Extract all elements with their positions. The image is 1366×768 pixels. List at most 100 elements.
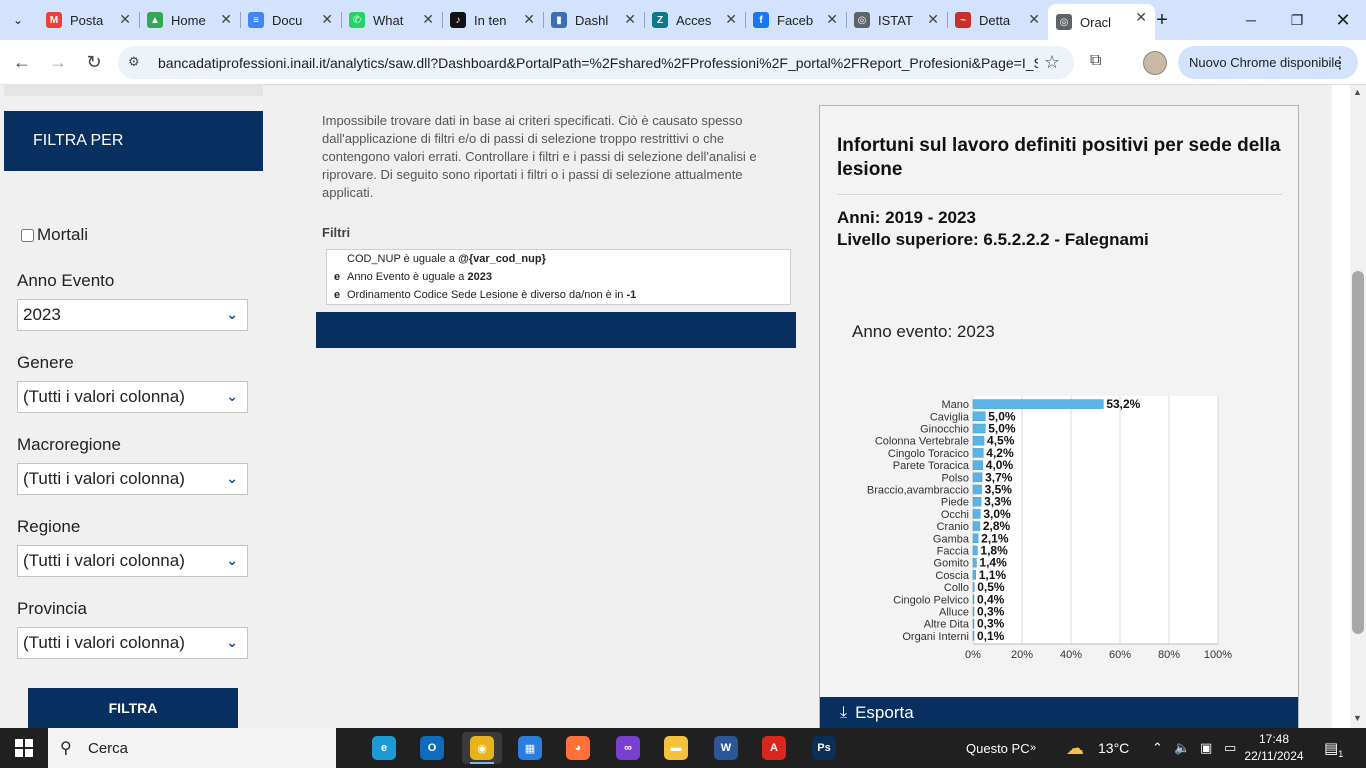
- tab-close-icon[interactable]: ✕: [1028, 11, 1040, 27]
- new-tab-button[interactable]: +: [1156, 8, 1168, 31]
- filter-label-genere: Genere: [17, 353, 74, 372]
- taskbar-app-store[interactable]: ▦: [510, 732, 550, 764]
- tab-close-icon[interactable]: ✕: [725, 11, 737, 27]
- taskbar-app-firefox[interactable]: ◕: [558, 732, 598, 764]
- browser-tab[interactable]: f Faceb ✕: [745, 6, 847, 34]
- tab-close-icon[interactable]: ✕: [523, 11, 535, 27]
- taskbar-app-acrobat[interactable]: A: [754, 732, 794, 764]
- provincia-select[interactable]: (Tutti i valori colonna) ⌄: [17, 627, 248, 659]
- category-label: Occhi: [941, 509, 969, 521]
- scrollbar-thumb[interactable]: [1352, 271, 1364, 634]
- chrome-update-button[interactable]: Nuovo Chrome disponibile ⋮: [1178, 46, 1358, 79]
- chevron-up-icon[interactable]: »: [1030, 742, 1037, 754]
- tab-close-icon[interactable]: ✕: [624, 11, 636, 27]
- clock-date: 22/11/2024: [1244, 749, 1304, 763]
- taskbar-app-photoshop[interactable]: Ps: [804, 732, 844, 764]
- taskbar-clock[interactable]: 17:48 22/11/2024: [1244, 731, 1304, 765]
- start-button[interactable]: [0, 728, 48, 768]
- taskbar-app-explorer[interactable]: ▬: [656, 732, 696, 764]
- mortali-checkbox[interactable]: [21, 228, 34, 242]
- site-info-icon[interactable]: ⚙: [128, 54, 140, 69]
- page-scrollbar[interactable]: ▲ ▼: [1350, 85, 1366, 728]
- browser-tab[interactable]: ✆ What ✕: [341, 6, 443, 34]
- filter-label-provincia: Provincia: [17, 599, 87, 618]
- scroll-down-icon[interactable]: ▼: [1353, 713, 1362, 723]
- taskbar-app-edge[interactable]: e: [364, 732, 404, 764]
- browser-tab[interactable]: ▲ Home ✕: [139, 6, 241, 34]
- menu-dots-icon[interactable]: ⋮: [1332, 55, 1348, 72]
- tab-close-icon[interactable]: ✕: [220, 11, 232, 27]
- taskbar-app-app-purple[interactable]: ∞: [608, 732, 648, 764]
- back-button[interactable]: ←: [13, 51, 31, 72]
- browser-tab[interactable]: ~ Detta ✕: [947, 6, 1049, 34]
- filtri-title: Filtri: [322, 225, 351, 240]
- browser-tab[interactable]: M Posta ✕: [38, 6, 140, 34]
- url-text[interactable]: bancadatiprofessioni.inail.it/analytics/…: [158, 55, 1038, 71]
- tab-close-icon[interactable]: ✕: [321, 11, 333, 27]
- tab-separator: [341, 12, 342, 28]
- tab-favicon-icon: ♪: [450, 12, 466, 28]
- category-label: Piede: [941, 497, 969, 509]
- bar: [972, 631, 975, 641]
- tab-close-icon[interactable]: ✕: [119, 11, 131, 27]
- tab-close-icon[interactable]: ✕: [1135, 9, 1147, 25]
- macroregione-select[interactable]: (Tutti i valori colonna) ⌄: [17, 463, 248, 495]
- forward-button[interactable]: →: [49, 51, 67, 72]
- category-label: Coscia: [935, 570, 970, 582]
- browser-tab[interactable]: ◎ Oracl ✕: [1048, 4, 1155, 40]
- bar: [972, 435, 985, 446]
- tab-close-icon[interactable]: ✕: [927, 11, 939, 27]
- tab-separator: [644, 12, 645, 28]
- profile-avatar[interactable]: [1143, 51, 1167, 75]
- taskbar-app-word[interactable]: W: [706, 732, 746, 764]
- regione-value: (Tutti i valori colonna): [23, 551, 185, 570]
- reload-button[interactable]: ↻: [86, 51, 102, 72]
- browser-tab[interactable]: Z Acces ✕: [644, 6, 746, 34]
- bar: [972, 399, 1104, 409]
- tab-close-icon[interactable]: ✕: [422, 11, 434, 27]
- category-label: Ginocchio: [920, 424, 969, 436]
- extensions-icon[interactable]: ⧉: [1090, 52, 1102, 69]
- browser-tab[interactable]: ≡ Docu ✕: [240, 6, 342, 34]
- category-label: Parete Toracica: [893, 460, 970, 472]
- bar: [972, 594, 975, 605]
- chevron-down-icon: ⌄: [226, 388, 238, 404]
- close-window-button[interactable]: ✕: [1335, 9, 1351, 30]
- esporta-button[interactable]: ⤓ Esporta: [820, 697, 1298, 728]
- questo-pc-label[interactable]: Questo PC: [966, 740, 1030, 756]
- mortali-checkbox-row[interactable]: Mortali: [21, 225, 88, 245]
- show-hidden-icons-icon[interactable]: ⌃: [1152, 740, 1163, 755]
- restore-window-button[interactable]: ❐: [1290, 11, 1304, 28]
- genere-select[interactable]: (Tutti i valori colonna) ⌄: [17, 381, 248, 413]
- anno-evento-select[interactable]: 2023 ⌄: [17, 299, 248, 331]
- taskbar-search[interactable]: ⚲ Cerca: [48, 728, 336, 768]
- minimize-window-button[interactable]: ─: [1246, 12, 1256, 28]
- category-label: Colonna Vertebrale: [875, 436, 969, 448]
- notifications-icon[interactable]: ▤ 1: [1324, 740, 1344, 759]
- bar: [972, 582, 975, 592]
- category-label: Cingolo Toracico: [888, 448, 969, 460]
- regione-select[interactable]: (Tutti i valori colonna) ⌄: [17, 545, 248, 577]
- tab-search-dropdown-icon[interactable]: ⌄: [12, 13, 24, 27]
- browser-tab[interactable]: ◎ ISTAT ✕: [846, 6, 948, 34]
- meet-now-icon[interactable]: ▣: [1200, 740, 1213, 755]
- filtra-button[interactable]: FILTRA: [28, 688, 238, 728]
- value-label: 1,4%: [979, 556, 1007, 570]
- battery-icon[interactable]: ▭: [1224, 740, 1237, 755]
- bookmark-star-icon[interactable]: ☆: [1043, 52, 1060, 72]
- bar: [972, 448, 984, 458]
- weather-icon[interactable]: ☁: [1066, 737, 1084, 758]
- bar: [972, 533, 979, 544]
- browser-tab[interactable]: ▮ Dashl ✕: [543, 6, 645, 34]
- taskbar-app-outlook[interactable]: O: [412, 732, 452, 764]
- value-label: 4,5%: [987, 434, 1015, 448]
- weather-temperature[interactable]: 13°C: [1098, 740, 1130, 756]
- browser-tab[interactable]: ♪ In ten ✕: [442, 6, 544, 34]
- taskbar-app-chrome[interactable]: ◉: [462, 732, 502, 764]
- tab-favicon-icon: ◎: [854, 12, 870, 28]
- category-label: Polso: [941, 472, 969, 484]
- tab-close-icon[interactable]: ✕: [826, 11, 838, 27]
- scroll-up-icon[interactable]: ▲: [1353, 87, 1362, 97]
- volume-icon[interactable]: 🔈: [1174, 740, 1191, 755]
- address-bar[interactable]: ⚙ bancadatiprofessioni.inail.it/analytic…: [118, 46, 1074, 79]
